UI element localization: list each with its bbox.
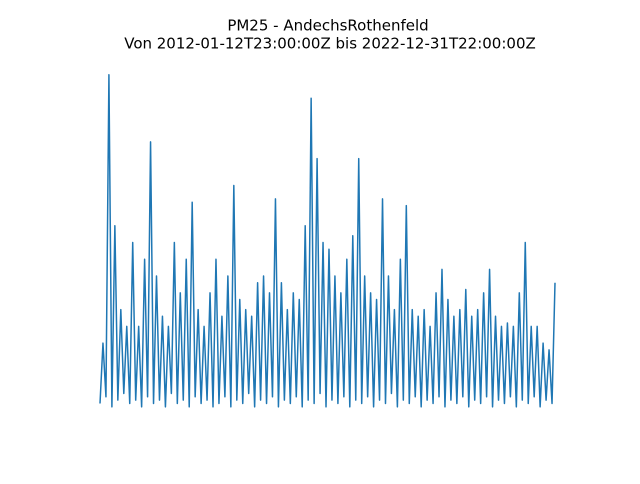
- chart-title: PM25 - AndechsRothenfeld: [227, 17, 428, 35]
- chart-subtitle: Von 2012-01-12T23:00:00Z bis 2022-12-31T…: [124, 35, 536, 53]
- data-line: [99, 74, 556, 408]
